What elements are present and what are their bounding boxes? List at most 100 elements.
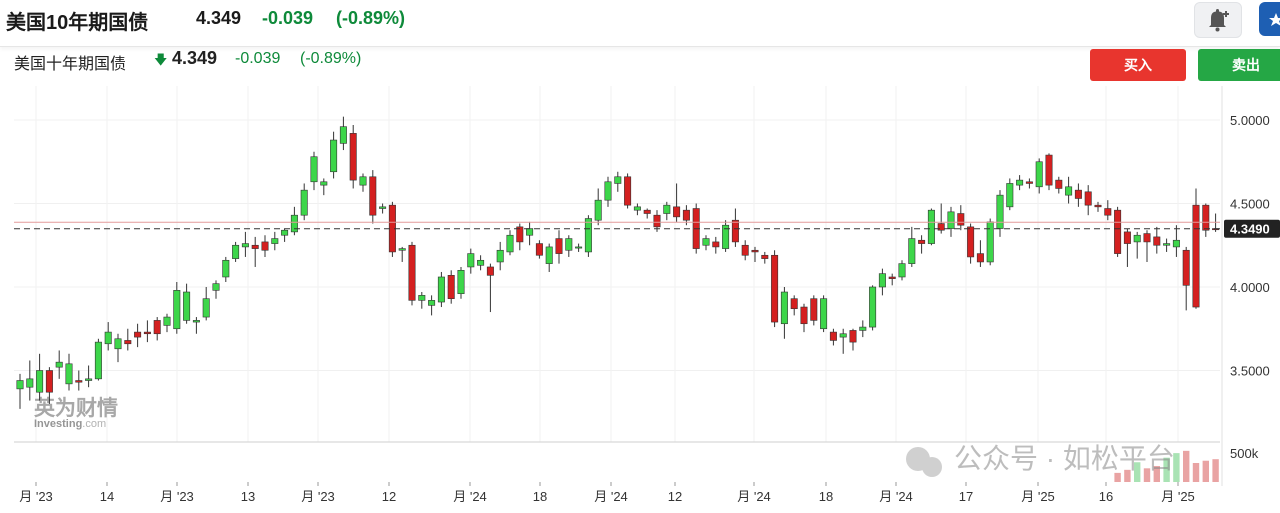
price-change: -0.039 [262, 8, 314, 28]
x-tick-label: 14 [100, 489, 114, 504]
last-price: 4.349 [196, 8, 242, 28]
candlestick-chart[interactable]: 英为财情 Investing.com 5.0000 4.5000 4.0000 3.5… [0, 46, 1280, 513]
candle-body [232, 244, 240, 259]
candle-body [584, 218, 592, 253]
candle-body [447, 275, 455, 299]
watermark-brand-cn: 英为财情 [34, 396, 118, 420]
candle-body [1035, 161, 1043, 188]
candle-body [496, 249, 504, 263]
candle-body [153, 320, 161, 335]
chart-price-change-pct: (-0.89%) [300, 50, 362, 67]
candle-body [1192, 204, 1200, 308]
candles [16, 116, 1220, 409]
overlay-watermark-text: 公众号 · 如松平台 [954, 443, 1175, 474]
candle-body [408, 244, 416, 301]
candle-body [65, 363, 73, 385]
candle-body [300, 189, 308, 216]
candle-body [888, 276, 896, 279]
candle-body [398, 248, 406, 251]
candle-body [976, 253, 984, 263]
candle-body [702, 238, 710, 246]
candle-body [1143, 233, 1151, 243]
candle-body [810, 298, 818, 321]
candle-body [820, 298, 828, 330]
candle-body [996, 194, 1004, 229]
x-axis: 月 '23 14 月 '23 13 月 '23 12 月 '24 18 月 '24 12 月 '24… [19, 482, 1195, 504]
candle-body [183, 291, 191, 321]
x-tick-label: 12 [382, 489, 396, 504]
candle-body [45, 370, 53, 393]
candle-body [849, 330, 857, 343]
y-tick-label: 4.0000 [1230, 280, 1270, 295]
volume-bar [1192, 463, 1200, 482]
watermark-brand-en: Investing [34, 418, 82, 430]
y-axis: 5.0000 4.5000 4.0000 3.5000 [1221, 86, 1270, 486]
candle-body [320, 181, 328, 186]
candle-body [477, 259, 485, 266]
volume-bar [1202, 460, 1209, 482]
candle-body [251, 244, 259, 249]
candle-body [124, 340, 132, 345]
candle-body [1104, 208, 1112, 216]
candle-body [614, 176, 622, 184]
candle-body [379, 206, 387, 209]
candle-body [114, 338, 122, 350]
price-change-pct: (-0.89%) [336, 8, 406, 28]
x-tick-label: 月 '24 [879, 489, 913, 504]
x-tick-label: 月 '23 [301, 489, 335, 504]
candle-body [624, 176, 632, 206]
candle-body [967, 226, 975, 258]
x-tick-label: 月 '24 [453, 489, 487, 504]
x-tick-label: 月 '23 [160, 489, 194, 504]
down-arrow-icon: 🡇 [154, 52, 168, 67]
sell-button[interactable]: 卖出 [1198, 49, 1280, 81]
x-tick-label: 12 [668, 489, 682, 504]
candle-body [359, 176, 367, 186]
candle-body [418, 295, 426, 301]
y-tick-label: 4.5000 [1230, 197, 1270, 212]
candle-body [202, 298, 210, 318]
candle-body [163, 316, 171, 326]
candle-body [173, 290, 181, 330]
star-icon [1269, 13, 1280, 26]
svg-text:Investing.com: Investing.com [34, 418, 106, 430]
candle-body [310, 156, 318, 183]
chart-instrument-name: 美国十年期国债 [14, 56, 127, 73]
candle-body [731, 219, 739, 243]
candle-body [16, 380, 24, 390]
last-price-tag: 4.3490 [1224, 219, 1280, 238]
buy-button[interactable]: 买入 [1090, 49, 1186, 81]
candle-body [829, 331, 837, 341]
candle-body [575, 246, 583, 249]
candle-body [1094, 204, 1102, 208]
volume-bar [1163, 457, 1170, 482]
candle-body [330, 139, 338, 173]
last-price-tag-bg [1224, 219, 1280, 238]
candle-body [1153, 236, 1161, 246]
candle-body [1016, 179, 1024, 186]
candle-body [918, 239, 926, 244]
candle-body [712, 241, 720, 248]
candle-body [55, 361, 63, 368]
volume-bar [1153, 466, 1160, 482]
candle-body [663, 204, 671, 214]
candle-body [261, 241, 269, 251]
candle-body [1163, 243, 1171, 246]
volume-bar [1173, 453, 1180, 482]
candle-body [36, 370, 44, 393]
candle-body [75, 380, 83, 383]
watchlist-button[interactable] [1259, 2, 1280, 36]
chart-panel: 美国十年期国债 🡇 4.349 -0.039 (-0.89%) 买入 卖出 英为… [0, 46, 1280, 513]
candle-body [859, 326, 867, 331]
x-tick-label: 13 [241, 489, 255, 504]
candle-body [94, 341, 102, 380]
candle-body [1133, 234, 1141, 243]
candle-body [437, 276, 445, 303]
candle-body [506, 234, 514, 253]
candle-body [741, 244, 749, 256]
candle-body [26, 378, 34, 388]
candle-body [85, 378, 93, 381]
add-alert-button[interactable] [1194, 2, 1242, 38]
candle-body [771, 254, 779, 323]
header-bar: 美国10年期国债 4.349 -0.039 (-0.89%) [0, 0, 1280, 47]
